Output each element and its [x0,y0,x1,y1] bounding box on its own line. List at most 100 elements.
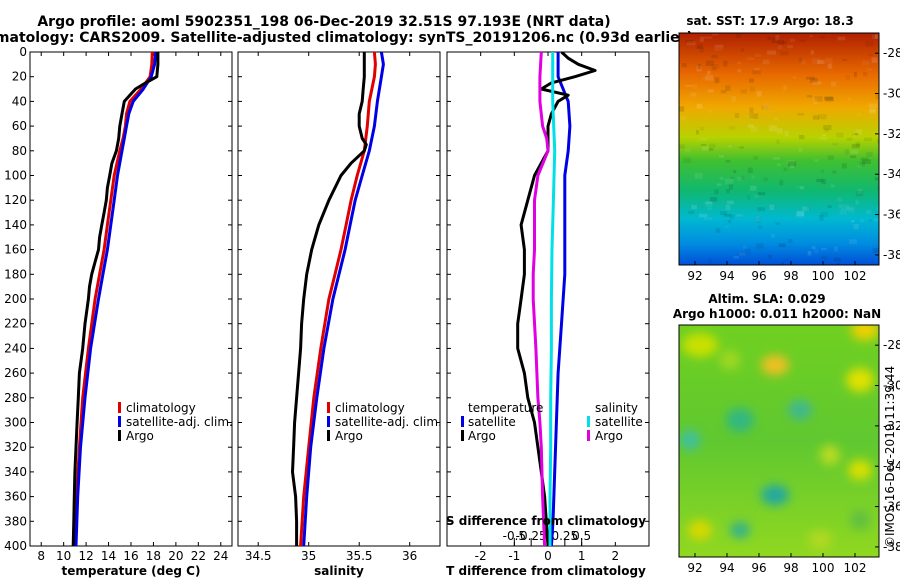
sst-texture-cell [872,34,878,39]
lon-tick-label: 94 [719,269,734,283]
sst-texture-cell [683,157,692,163]
sst-texture-cell [756,243,764,249]
sst-texture-cell [733,170,737,174]
series-line-climatology [299,52,377,546]
sst-texture-cell [769,204,775,211]
sst-texture-cell [775,35,780,41]
legend-salinity-title: salinity [595,401,638,415]
x2-tick-label: 0.25 [551,529,578,543]
sst-texture-cell [848,207,856,213]
sst-texture-cell [831,143,839,146]
sst-texture-cell [813,98,818,105]
sst-texture-cell [824,96,833,101]
sst-texture-cell [699,126,705,131]
temperature-legend: climatology satellite-adj. clim. Argo [118,401,233,443]
lat-tick-label: -34 [883,459,900,473]
sla-anomalies [680,325,879,550]
sst-texture-cell [825,96,834,102]
sst-texture-cell [711,33,719,36]
sst-texture-cell [724,85,731,91]
sst-texture-cell [737,61,742,65]
sst-texture-cell [796,186,803,189]
sst-texture-cell [846,137,853,141]
sst-texture-cell [865,40,874,47]
sst-texture-cell [763,177,768,182]
sst-texture-cell [783,258,789,262]
lon-tick-label: 94 [719,561,734,575]
sst-texture-cell [724,178,734,185]
x-tick-label: 34.5 [245,549,272,563]
sst-texture-cell [811,246,816,250]
lon-tick-label: 96 [751,269,766,283]
sst-texture-cell [773,117,779,121]
sla-anomaly [820,445,840,465]
legend-climatology: climatology [126,401,196,415]
sla-anomaly [851,325,879,340]
sst-texture-cell [837,197,842,202]
sst-texture-cell [757,192,766,196]
sst-texture-cell [821,179,827,185]
sst-texture-cell [736,176,744,181]
sst-texture-cell [709,197,718,202]
depth-tick-label: 400 [4,539,27,553]
sst-texture-cell [702,77,708,80]
sst-texture-cell [830,184,835,188]
sst-texture-cell [850,150,859,154]
sst-texture-cell [711,63,719,69]
sst-texture-cell [817,60,825,64]
legend-swatch-t-satellite [461,416,464,427]
sst-texture-cell [866,151,873,157]
sst-texture-cell [685,84,694,87]
sla-anomaly [726,408,754,432]
sst-texture-cell [705,74,714,81]
legend-s-satellite: satellite [595,415,643,429]
sst-texture-cell [850,220,855,223]
title-line-1: Argo profile: aoml 5902351_198 06-Dec-20… [37,14,610,30]
sst-texture-cell [696,103,703,109]
sst-texture-cell [737,253,745,256]
legend-swatch-satellite-adj [118,416,121,427]
sst-texture-cell [762,105,770,110]
sst-texture-cell [728,183,734,190]
lat-tick-label: -32 [883,127,900,141]
sst-texture-cell [833,257,841,262]
series-line-satellite-adj-clim- [302,52,385,546]
sst-texture-cell [699,138,708,141]
sst-texture-cell [861,159,871,164]
salinity-panel [237,51,441,547]
sst-lon-ticks: 92 94 96 98 100 102 [687,261,866,283]
sst-texture-cell [798,57,803,63]
depth-tick-label: 380 [4,514,27,528]
legend-satellite-adj: satellite-adj. clim. [335,415,442,429]
sst-texture-cell [767,254,772,259]
legend-argo: Argo [335,429,363,443]
x-tick-label: 22 [191,549,206,563]
sst-texture-cell [738,253,746,256]
sst-texture-cell [700,143,707,146]
sst-texture-cell [824,128,829,132]
sst-texture-cell [757,207,765,212]
sst-texture-cell [810,50,814,55]
x2-tick-label: -0.5 [503,529,526,543]
x-tick-label: 10 [56,549,71,563]
sst-texture-cell [740,48,744,52]
sst-texture-cell [771,37,780,44]
sst-texture-cell [727,219,732,224]
sst-texture-cell [686,41,696,46]
sst-texture-cell [819,214,824,221]
sst-texture-cell [856,129,863,135]
sla-anomaly [846,368,874,392]
x-tick-label: 35 [301,549,316,563]
legend-swatch-argo [118,430,121,441]
sst-texture-cell [705,60,714,66]
depth-tick-label: 160 [4,243,27,257]
lat-tick-label: -28 [883,338,900,352]
sst-texture-cell [857,164,862,168]
sst-texture-cell [749,185,757,191]
sst-texture-cell [705,200,713,207]
sst-texture-cell [874,177,879,181]
sla-map-frame [678,324,880,558]
depth-tick-label: 60 [12,119,27,133]
sst-texture-cell [720,211,728,216]
